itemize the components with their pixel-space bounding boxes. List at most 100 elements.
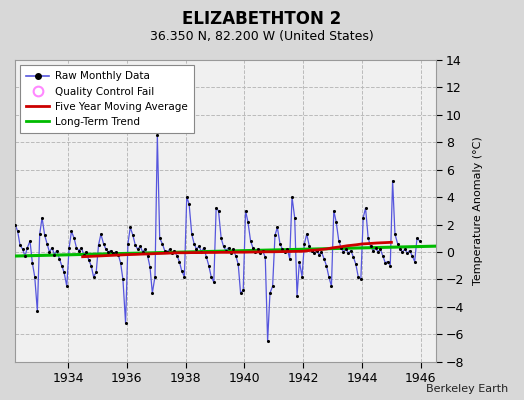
Point [246,238,255,244]
Point [38,214,46,221]
Point [84,257,93,263]
Point [320,256,328,262]
Point [403,250,411,256]
Point [308,247,316,254]
Point [305,243,313,250]
Point [202,254,211,261]
Point [229,246,237,252]
Point [352,261,360,268]
Point [312,247,321,254]
Point [74,247,83,254]
Point [410,258,419,265]
Point [278,246,287,252]
Point [102,246,110,252]
Point [134,246,142,252]
Point [6,191,15,198]
Point [52,247,61,254]
Point [408,253,417,259]
Point [232,253,240,259]
Point [224,245,233,251]
Point [222,247,230,254]
Point [332,218,341,225]
Point [92,269,101,276]
Point [220,243,228,250]
Point [337,245,345,251]
Text: ELIZABETHTON 2: ELIZABETHTON 2 [182,10,342,28]
Point [210,279,218,285]
Point [242,208,250,214]
Point [359,214,367,221]
Point [239,287,247,294]
Point [317,249,325,255]
Point [124,240,132,247]
Point [335,238,343,244]
Point [160,247,169,254]
Point [40,232,49,239]
Point [136,243,145,250]
Point [293,292,301,299]
Point [163,249,171,255]
Point [122,320,130,326]
Point [251,249,259,255]
Point [30,273,39,280]
Point [288,194,296,200]
Point [401,246,409,252]
Point [100,240,108,247]
Point [350,254,358,261]
Point [11,221,19,228]
Point [254,246,262,252]
Text: Berkeley Earth: Berkeley Earth [426,384,508,394]
Point [170,247,179,254]
Point [391,231,399,237]
Point [65,245,73,251]
Point [107,247,115,254]
Point [104,249,113,255]
Point [276,240,284,247]
Point [302,231,311,237]
Point [236,290,245,296]
Point [55,256,63,262]
Point [45,249,53,255]
Point [315,252,323,258]
Point [290,214,299,221]
Point [362,205,370,211]
Point [204,262,213,269]
Point [126,224,135,230]
Point [212,205,221,211]
Point [87,262,95,269]
Point [67,228,75,234]
Point [148,290,157,296]
Point [261,254,269,261]
Point [158,240,167,247]
Point [141,246,149,252]
Point [144,253,152,259]
Point [26,238,34,244]
Point [324,273,333,280]
Point [364,235,373,242]
Point [43,240,51,247]
Point [384,258,392,265]
Point [60,269,68,276]
Point [151,273,159,280]
Point [138,249,147,255]
Point [386,262,395,269]
Point [249,245,257,251]
Point [354,273,363,280]
Point [173,253,181,259]
Point [416,238,424,244]
Point [406,247,414,254]
Point [116,260,125,266]
Point [33,308,41,314]
Point [273,224,281,230]
Point [8,208,17,214]
Point [295,258,303,265]
Point [394,240,402,247]
Point [70,235,78,242]
Point [234,261,243,268]
Point [192,246,201,252]
Text: 36.350 N, 82.200 W (United States): 36.350 N, 82.200 W (United States) [150,30,374,43]
Point [310,250,318,256]
Point [244,218,252,225]
Point [156,235,164,242]
Point [376,246,385,252]
